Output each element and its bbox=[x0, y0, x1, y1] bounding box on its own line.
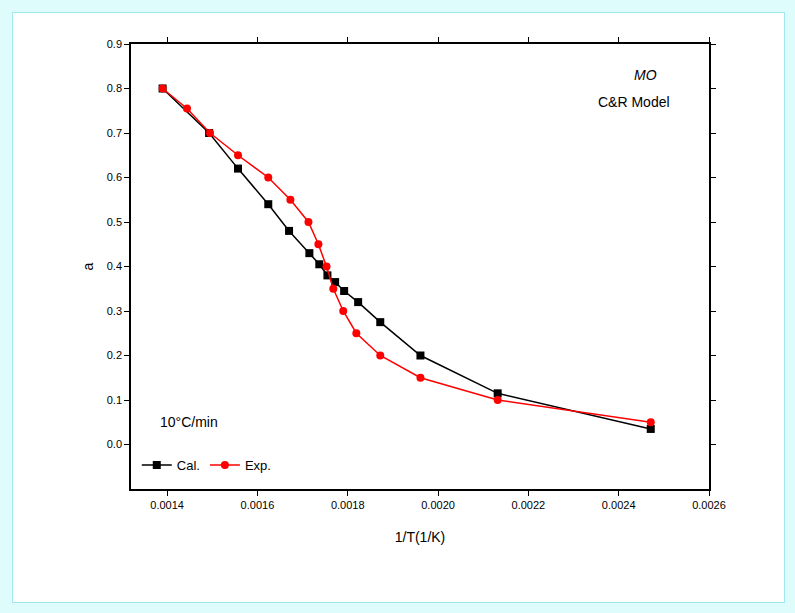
svg-text:0.0014: 0.0014 bbox=[150, 499, 184, 511]
svg-text:0.1: 0.1 bbox=[107, 394, 122, 406]
svg-text:0.4: 0.4 bbox=[107, 260, 122, 272]
svg-text:0.0024: 0.0024 bbox=[602, 499, 636, 511]
svg-text:0.5: 0.5 bbox=[107, 216, 122, 228]
svg-text:a: a bbox=[80, 262, 96, 270]
svg-text:C&R Model: C&R Model bbox=[598, 94, 670, 110]
svg-text:1/T(1/K): 1/T(1/K) bbox=[395, 529, 446, 545]
svg-text:Exp.: Exp. bbox=[245, 458, 271, 473]
svg-text:0.0026: 0.0026 bbox=[692, 499, 726, 511]
svg-text:0.0018: 0.0018 bbox=[331, 499, 365, 511]
svg-text:0.6: 0.6 bbox=[107, 171, 122, 183]
svg-text:0.9: 0.9 bbox=[107, 38, 122, 50]
svg-text:0.0022: 0.0022 bbox=[512, 499, 546, 511]
svg-text:MO: MO bbox=[634, 67, 657, 83]
svg-text:10°C/min: 10°C/min bbox=[160, 414, 218, 430]
svg-text:0.8: 0.8 bbox=[107, 82, 122, 94]
svg-text:0.3: 0.3 bbox=[107, 305, 122, 317]
svg-text:Cal.: Cal. bbox=[177, 458, 200, 473]
svg-text:0.0020: 0.0020 bbox=[421, 499, 455, 511]
svg-text:0.7: 0.7 bbox=[107, 127, 122, 139]
svg-text:0.2: 0.2 bbox=[107, 349, 122, 361]
svg-text:0.0016: 0.0016 bbox=[241, 499, 275, 511]
svg-text:0.0: 0.0 bbox=[107, 438, 122, 450]
